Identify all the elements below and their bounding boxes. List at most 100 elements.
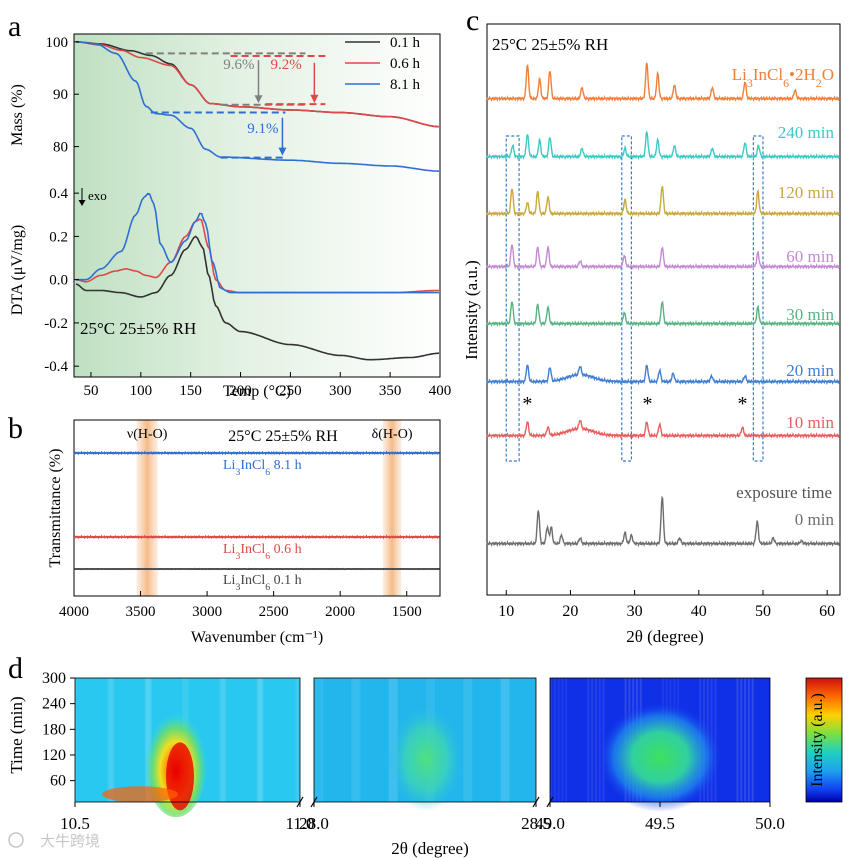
heatmap-streak [565, 678, 568, 802]
mass-curve-06h [76, 41, 440, 128]
heatmap-hotspot-3 [598, 702, 722, 813]
absorption-bands: ν(H-O) δ(H-O) [127, 420, 413, 596]
highlight-box-0 [505, 135, 520, 462]
d-xtick-label: 50.0 [755, 814, 785, 833]
heatmap-streak [295, 678, 298, 802]
heatmap-streak [297, 678, 300, 802]
panel-a-condition: 25°C 25±5% RH [80, 319, 196, 338]
panel-d: d 10.5 11.028.0 28.549.0 49.5 50.03002401801… [7, 652, 843, 858]
legend-title-exposure: exposure time [736, 483, 832, 502]
heatmap-streak [390, 678, 393, 802]
dta-subplot [75, 192, 440, 361]
heatmap-streak [358, 678, 361, 802]
panel-a: a 50 100 150 200 250 300 350 400 100 90 80 0.4 0.2 0.… [8, 10, 451, 400]
xrd-series-label: 0 min [795, 510, 835, 529]
ftir-series-label: Li3InCl6 0.6 h [223, 542, 302, 562]
xrd-pattern-4 [486, 300, 841, 328]
mass-curve-81h [76, 41, 440, 172]
a-xtick-label: 400 [429, 383, 452, 399]
heatmap-streak [259, 678, 262, 802]
dta-ytick-label: -0.2 [44, 316, 68, 332]
panel-b-xlabel: Wavenumber (cm⁻¹) [191, 629, 323, 646]
dta-ytick-label: 0.4 [49, 186, 68, 202]
mass-loss-annotations: 9.6% 9.2% 9.1% [145, 52, 326, 159]
a-xtick-label: 100 [130, 383, 153, 399]
ftir-series-labels: Li3InCl6 8.1 h Li3InCl6 0.6 h Li3InCl6 0.1… [223, 458, 302, 593]
heatmap-frame-0 [74, 677, 301, 803]
ftir-series-label: Li3InCl6 8.1 h [223, 458, 302, 478]
heatmap-streak [315, 678, 318, 802]
heatmap-streak [507, 678, 510, 802]
heatmap-streak [465, 678, 467, 802]
heatmap-streak [598, 678, 601, 802]
panel-c-letter: c [466, 4, 479, 37]
xrd-series-label: 30 min [786, 305, 834, 324]
heatmap-streak [561, 678, 564, 802]
b-xtick-label: 3000 [192, 604, 222, 620]
d-xtick-label: 49.0 [535, 814, 565, 833]
watermark-logo-icon [8, 832, 24, 848]
ftir-curve-81h [73, 450, 441, 456]
heatmap-hotspot-2 [390, 707, 462, 812]
heatmap-streak [319, 678, 322, 802]
heatmap-streak [500, 678, 503, 802]
panel-a-letter: a [8, 10, 21, 43]
dta-ytick-label: 0.0 [49, 273, 68, 289]
heatmap-streak [353, 678, 356, 802]
xrd-pattern-7 [486, 495, 841, 548]
mass-ytick-label: 80 [53, 140, 68, 156]
heatmap [75, 678, 770, 818]
xrd-pattern-1 [486, 130, 841, 161]
d-ytick-label: 300 [42, 670, 66, 687]
panel-c-ylabel: Intensity (a.u.) [462, 260, 481, 360]
blue-arrowhead-icon [278, 147, 287, 156]
heatmap-streak [468, 678, 471, 802]
dta-curve-81h [76, 192, 439, 294]
heatmap-frame-2 [549, 677, 771, 803]
red-annotation: 9.2% [270, 57, 301, 73]
heatmap-streak [744, 678, 747, 802]
a-xtick-label: 200 [229, 383, 252, 399]
xrd-series-label: 10 min [786, 413, 834, 432]
xrd-series-label: 20 min [786, 361, 834, 380]
heatmap-streak [260, 678, 263, 802]
axis-break [546, 796, 554, 808]
heatmap-streak [296, 678, 299, 802]
xrd-patterns [486, 62, 841, 548]
heatmap-streak [388, 678, 391, 802]
peak-marker: * [642, 393, 652, 415]
panel-b-axes: 4000 3500 3000 2500 2000 1500 [59, 591, 422, 620]
axis-break [296, 796, 304, 808]
b-xtick-label: 4000 [59, 604, 89, 620]
panel-b-letter: b [8, 412, 23, 445]
panel-c: c * * * 10 20 30 40 50 60 25°C 25±5% RH 2θ (deg… [462, 4, 841, 646]
a-xtick-label: 50 [83, 383, 98, 399]
axis-break [532, 796, 540, 808]
axis-break [310, 796, 318, 808]
heatmap-streak [109, 678, 112, 802]
heatmap-streak [470, 678, 473, 802]
heatmap-streak [221, 678, 224, 802]
watermark-text: 大牛跨境 [40, 832, 100, 850]
heatmap-streak [111, 678, 114, 802]
c-xtick-label: 50 [755, 603, 771, 620]
c-xtick-label: 20 [562, 603, 578, 620]
heatmap-streak [466, 678, 469, 802]
panel-c-title: 25°C 25±5% RH [492, 35, 608, 54]
panel-a-xlabel: Temp (°C) [223, 383, 291, 400]
panel-c-xlabel: 2θ (degree) [626, 627, 704, 646]
d-xtick-label: 28.0 [299, 814, 329, 833]
heatmap-streak [220, 678, 223, 802]
dta-ylabel: DTA (μV/mg) [9, 225, 26, 315]
panel-b: b ν(H-O) δ(H-O) 4000 3500 3000 2500 2000 1500 … [8, 412, 441, 646]
xrd-series-label: 60 min [786, 247, 834, 266]
panel-b-title: 25°C 25±5% RH [228, 428, 338, 445]
panel-d-ylabel: Time (min) [7, 696, 26, 773]
panel-a-frame [73, 33, 441, 378]
heatmap-streak [317, 678, 320, 802]
highlight-box-1 [621, 135, 633, 462]
panel-c-frame [486, 23, 841, 596]
xrd-series-label: Li3InCl6•2H2O [732, 65, 834, 90]
c-xtick-label: 10 [498, 603, 514, 620]
